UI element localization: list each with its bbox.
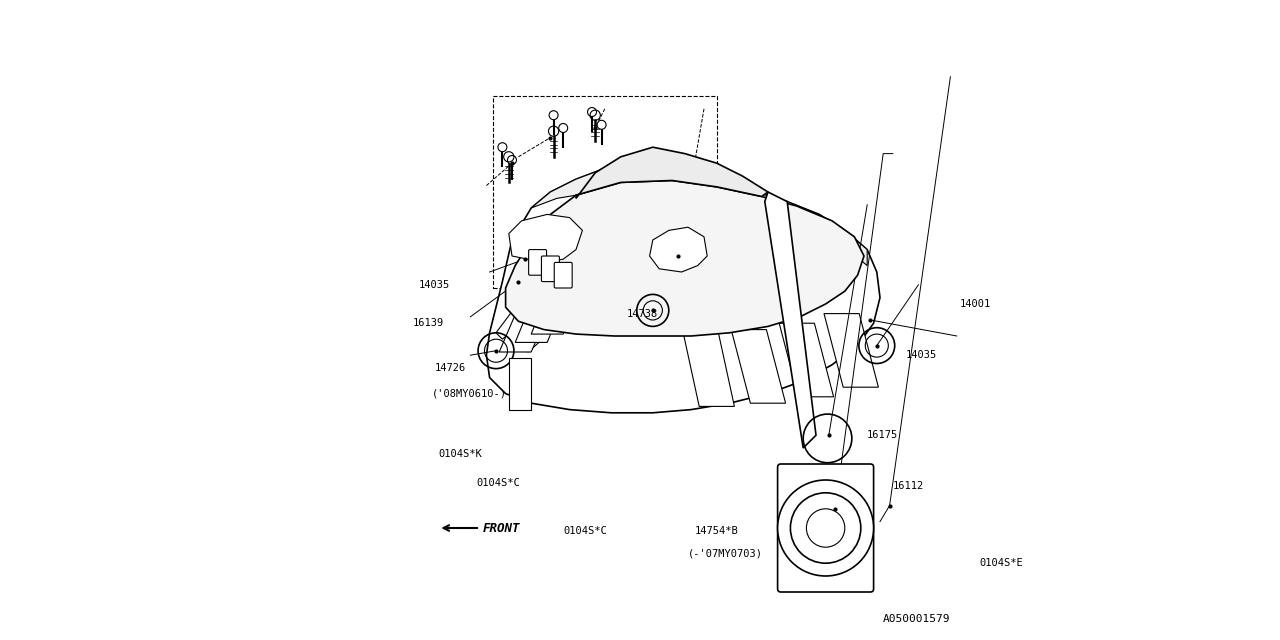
Polygon shape xyxy=(576,147,768,198)
Text: 14035: 14035 xyxy=(906,350,937,360)
Text: A050001579: A050001579 xyxy=(883,614,950,624)
Text: ('08MY0610-): ('08MY0610-) xyxy=(433,388,507,399)
Polygon shape xyxy=(497,275,554,339)
Text: 14754*B: 14754*B xyxy=(694,526,739,536)
Text: 14726: 14726 xyxy=(435,363,466,373)
Text: 14035: 14035 xyxy=(420,280,451,290)
Text: 14001: 14001 xyxy=(960,299,991,309)
Polygon shape xyxy=(824,314,878,387)
Polygon shape xyxy=(650,227,708,272)
Text: 0104S*C: 0104S*C xyxy=(477,478,521,488)
Polygon shape xyxy=(531,170,868,266)
Polygon shape xyxy=(506,180,864,336)
Polygon shape xyxy=(486,170,881,413)
Text: 0104S*K: 0104S*K xyxy=(438,449,483,460)
Text: FRONT: FRONT xyxy=(484,522,521,534)
Text: 0104S*E: 0104S*E xyxy=(979,558,1023,568)
Polygon shape xyxy=(522,288,580,352)
Text: 16112: 16112 xyxy=(893,481,924,492)
Polygon shape xyxy=(508,282,566,346)
Polygon shape xyxy=(548,256,608,326)
Circle shape xyxy=(498,143,507,152)
Circle shape xyxy=(588,108,596,116)
Polygon shape xyxy=(508,214,582,262)
FancyBboxPatch shape xyxy=(777,464,874,592)
Text: 16139: 16139 xyxy=(412,318,444,328)
Polygon shape xyxy=(780,323,833,397)
Polygon shape xyxy=(508,358,531,410)
FancyBboxPatch shape xyxy=(529,250,547,275)
Circle shape xyxy=(778,480,874,576)
Polygon shape xyxy=(731,330,786,403)
Circle shape xyxy=(806,509,845,547)
Text: 14738: 14738 xyxy=(627,308,658,319)
Circle shape xyxy=(559,124,568,132)
Circle shape xyxy=(549,111,558,120)
Circle shape xyxy=(791,493,861,563)
Circle shape xyxy=(507,156,517,164)
Text: 0104S*C: 0104S*C xyxy=(563,526,607,536)
Polygon shape xyxy=(684,333,735,406)
Polygon shape xyxy=(765,192,817,448)
Text: (-'07MY0703): (-'07MY0703) xyxy=(689,548,763,559)
FancyBboxPatch shape xyxy=(541,256,559,282)
Text: 16175: 16175 xyxy=(868,430,899,440)
Polygon shape xyxy=(531,262,591,334)
FancyBboxPatch shape xyxy=(554,262,572,288)
Circle shape xyxy=(596,120,607,129)
Polygon shape xyxy=(499,285,561,352)
Polygon shape xyxy=(516,272,576,342)
